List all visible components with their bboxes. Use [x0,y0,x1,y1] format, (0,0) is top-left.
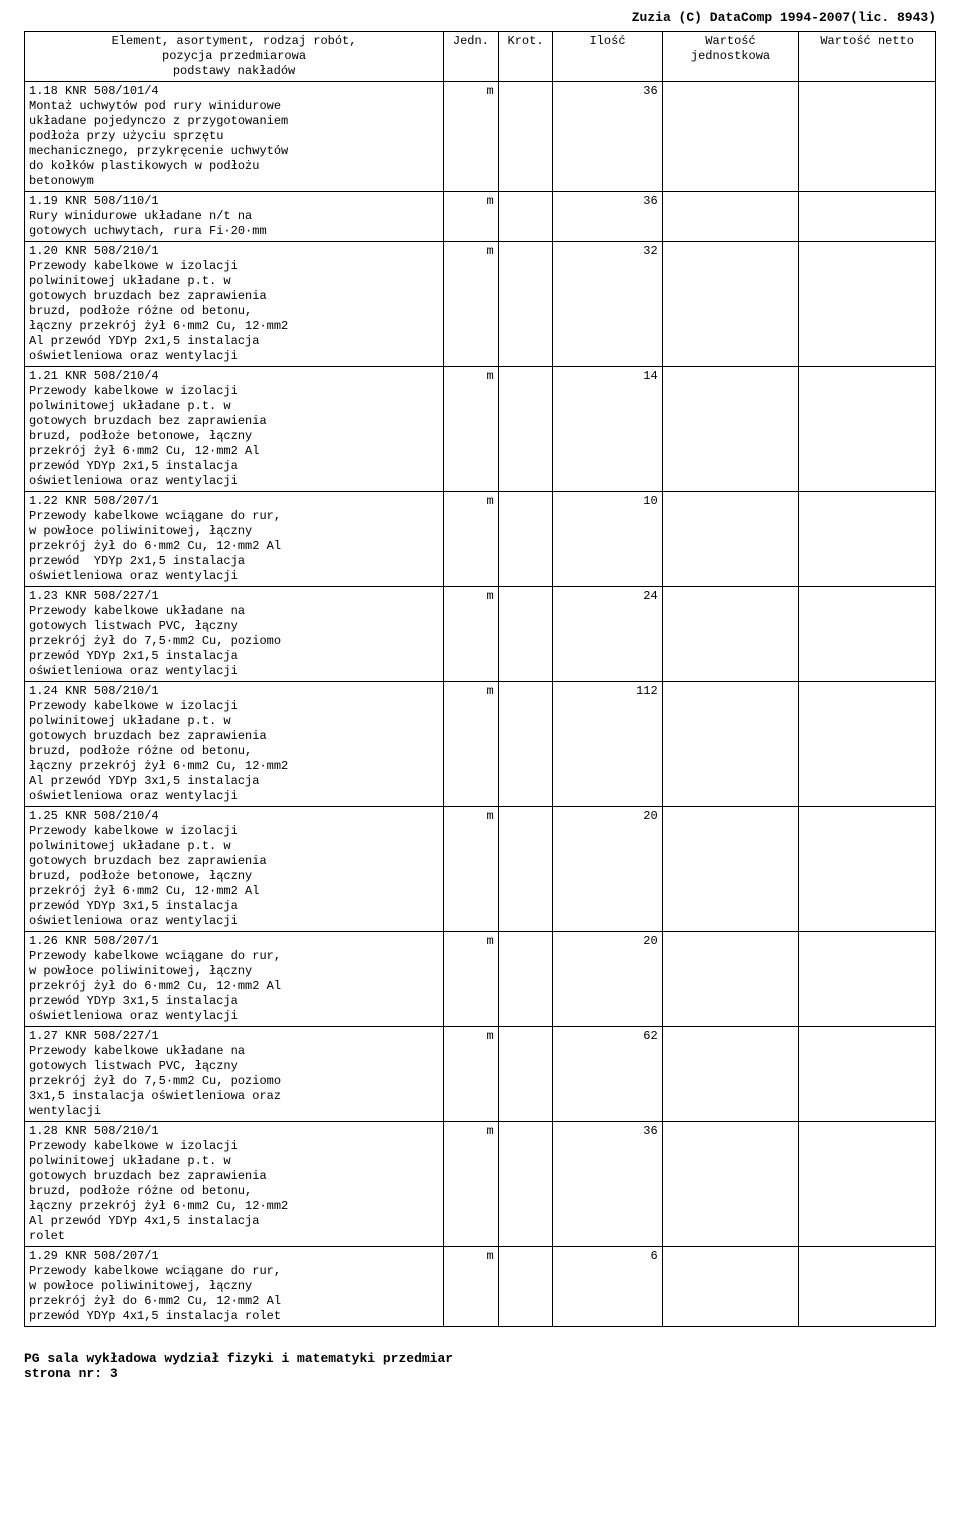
cell-wn [799,242,936,367]
cell-jedn: m [444,807,499,932]
col-header-krot: Krot. [498,32,553,82]
cell-ilosc: 20 [553,807,662,932]
cell-krot [498,492,553,587]
cell-wj [662,682,799,807]
header-copyright: Zuzia (C) DataComp 1994-2007(lic. 8943) [24,10,936,25]
table-row: 1.22 KNR 508/207/1 Przewody kabelkowe wc… [25,492,936,587]
cell-ilosc: 6 [553,1247,662,1327]
cell-krot [498,367,553,492]
cell-ilosc: 20 [553,932,662,1027]
cell-wn [799,682,936,807]
cell-jedn: m [444,1247,499,1327]
cell-desc: 1.18 KNR 508/101/4 Montaż uchwytów pod r… [25,82,444,192]
col-header-desc: Element, asortyment, rodzaj robót, pozyc… [25,32,444,82]
cell-krot [498,82,553,192]
cell-krot [498,192,553,242]
cell-desc: 1.28 KNR 508/210/1 Przewody kabelkowe w … [25,1122,444,1247]
cell-krot [498,242,553,367]
table-row: 1.21 KNR 508/210/4 Przewody kabelkowe w … [25,367,936,492]
cell-jedn: m [444,82,499,192]
cell-ilosc: 10 [553,492,662,587]
table-row: 1.25 KNR 508/210/4 Przewody kabelkowe w … [25,807,936,932]
cell-desc: 1.21 KNR 508/210/4 Przewody kabelkowe w … [25,367,444,492]
cell-desc: 1.27 KNR 508/227/1 Przewody kabelkowe uk… [25,1027,444,1122]
cell-wn [799,587,936,682]
cell-wj [662,492,799,587]
cell-jedn: m [444,1027,499,1122]
cell-wj [662,587,799,682]
cell-wj [662,1247,799,1327]
table-row: 1.19 KNR 508/110/1 Rury winidurowe układ… [25,192,936,242]
cell-wn [799,932,936,1027]
cell-wj [662,807,799,932]
cell-wj [662,82,799,192]
table-row: 1.28 KNR 508/210/1 Przewody kabelkowe w … [25,1122,936,1247]
cell-jedn: m [444,587,499,682]
cell-wn [799,192,936,242]
cell-ilosc: 36 [553,82,662,192]
cell-wj [662,1027,799,1122]
cell-krot [498,807,553,932]
cell-krot [498,1027,553,1122]
cell-desc: 1.26 KNR 508/207/1 Przewody kabelkowe wc… [25,932,444,1027]
estimate-table: Element, asortyment, rodzaj robót, pozyc… [24,31,936,1327]
footer-page: strona nr: 3 [24,1366,936,1381]
cell-jedn: m [444,682,499,807]
cell-jedn: m [444,492,499,587]
cell-krot [498,932,553,1027]
cell-jedn: m [444,367,499,492]
cell-wj [662,192,799,242]
cell-jedn: m [444,242,499,367]
cell-wj [662,1122,799,1247]
cell-krot [498,587,553,682]
table-row: 1.26 KNR 508/207/1 Przewody kabelkowe wc… [25,932,936,1027]
table-row: 1.29 KNR 508/207/1 Przewody kabelkowe wc… [25,1247,936,1327]
col-header-jedn: Jedn. [444,32,499,82]
cell-desc: 1.22 KNR 508/207/1 Przewody kabelkowe wc… [25,492,444,587]
cell-ilosc: 14 [553,367,662,492]
table-row: 1.27 KNR 508/227/1 Przewody kabelkowe uk… [25,1027,936,1122]
cell-ilosc: 112 [553,682,662,807]
cell-wn [799,1247,936,1327]
cell-wn [799,492,936,587]
cell-desc: 1.23 KNR 508/227/1 Przewody kabelkowe uk… [25,587,444,682]
footer-title: PG sala wykładowa wydział fizyki i matem… [24,1351,936,1366]
table-row: 1.24 KNR 508/210/1 Przewody kabelkowe w … [25,682,936,807]
cell-wn [799,1122,936,1247]
cell-wn [799,82,936,192]
col-header-ilosc: Ilość [553,32,662,82]
cell-wj [662,932,799,1027]
cell-wn [799,367,936,492]
cell-jedn: m [444,932,499,1027]
cell-wj [662,367,799,492]
cell-wj [662,242,799,367]
cell-krot [498,682,553,807]
col-header-wj: Wartość jednostkowa [662,32,799,82]
cell-krot [498,1122,553,1247]
cell-wn [799,1027,936,1122]
cell-jedn: m [444,192,499,242]
table-row: 1.23 KNR 508/227/1 Przewody kabelkowe uk… [25,587,936,682]
footer: PG sala wykładowa wydział fizyki i matem… [24,1351,936,1381]
cell-desc: 1.20 KNR 508/210/1 Przewody kabelkowe w … [25,242,444,367]
table-header-row: Element, asortyment, rodzaj robót, pozyc… [25,32,936,82]
cell-ilosc: 24 [553,587,662,682]
cell-wn [799,807,936,932]
cell-ilosc: 36 [553,192,662,242]
cell-ilosc: 62 [553,1027,662,1122]
table-row: 1.20 KNR 508/210/1 Przewody kabelkowe w … [25,242,936,367]
table-row: 1.18 KNR 508/101/4 Montaż uchwytów pod r… [25,82,936,192]
cell-ilosc: 32 [553,242,662,367]
cell-desc: 1.25 KNR 508/210/4 Przewody kabelkowe w … [25,807,444,932]
cell-desc: 1.29 KNR 508/207/1 Przewody kabelkowe wc… [25,1247,444,1327]
cell-desc: 1.19 KNR 508/110/1 Rury winidurowe układ… [25,192,444,242]
cell-desc: 1.24 KNR 508/210/1 Przewody kabelkowe w … [25,682,444,807]
cell-jedn: m [444,1122,499,1247]
cell-ilosc: 36 [553,1122,662,1247]
cell-krot [498,1247,553,1327]
col-header-wn: Wartość netto [799,32,936,82]
